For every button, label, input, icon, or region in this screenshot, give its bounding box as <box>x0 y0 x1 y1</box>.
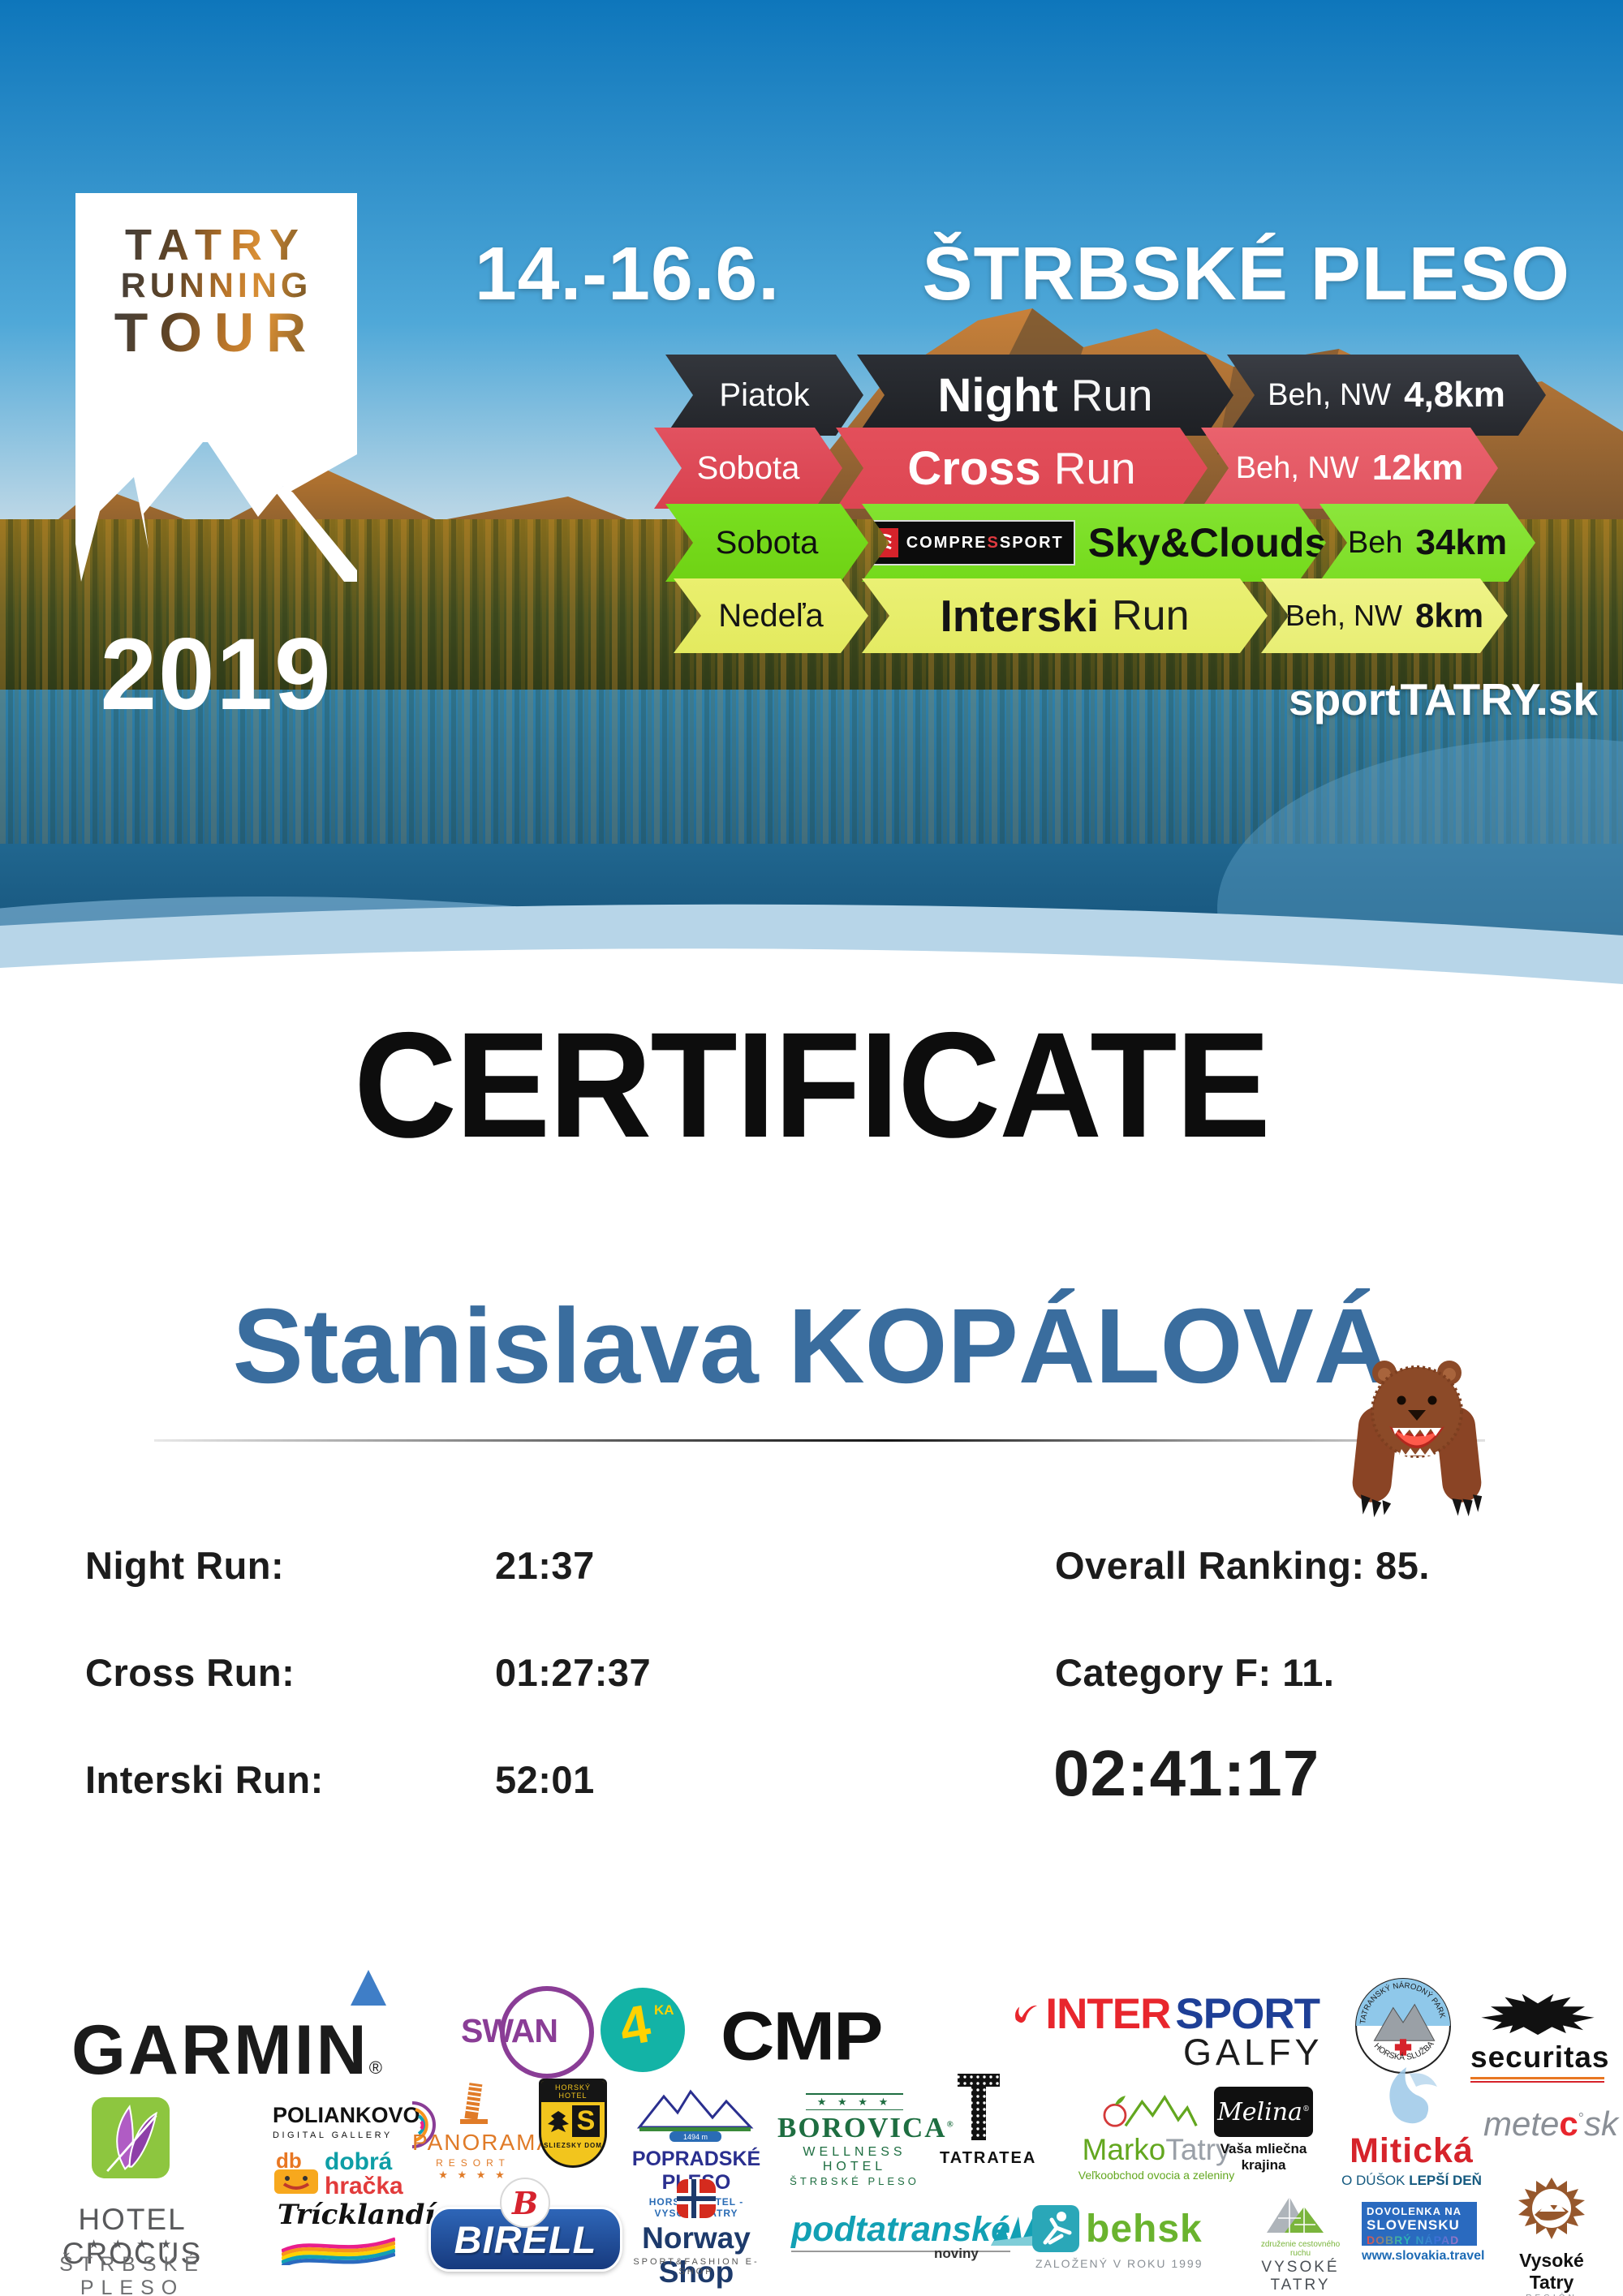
norway-flag-icon <box>677 2179 716 2218</box>
ribbon-crossrun-name: Cross Run <box>836 428 1208 509</box>
garmin-triangle-icon <box>351 1970 386 2006</box>
melina-box: Melina® <box>1214 2087 1313 2137</box>
event-location: ŠTRBSKÉ PLESO <box>922 231 1570 316</box>
podtatranske-fan-icon <box>991 2213 1035 2246</box>
behsk-runner-icon <box>1032 2205 1079 2252</box>
tatratea-t-icon <box>958 2074 1000 2140</box>
popradske-mountains-icon: 1494 m <box>636 2089 754 2142</box>
sponsor-norway-shop: Norway Shop SPORT&FASHION E-SHOP <box>623 2179 769 2289</box>
logo-word-running: RUNNING <box>120 266 312 306</box>
sponsor-tricklandia: Trícklandía <box>278 2199 453 2269</box>
result-value-night-run: 21:37 <box>495 1544 595 1587</box>
ribbon-interski-day: Nedeľa <box>674 578 868 653</box>
ribbon-interski-name: Interski Run <box>862 578 1268 653</box>
sponsor-vysoke-tatry-region: Vysoké Tatry REGIÓN www.regiontatry.sk <box>1495 2176 1608 2296</box>
certificate-title: CERTIFICATE <box>354 1002 1271 1169</box>
sponsor-poliankovo: POLIANKOVO DIGITAL GALLERY <box>273 2101 436 2148</box>
svg-text:1494 m: 1494 m <box>683 2133 708 2141</box>
logo-word-tatry: TATRY <box>125 221 308 269</box>
sponsor-garmin: GARMIN® <box>71 1970 386 2091</box>
ribbon-crossrun-day: Sobota <box>654 428 842 509</box>
total-time: 02:41:17 <box>1053 1737 1320 1809</box>
ribbon-crossrun-distance: Beh, NW 12km <box>1201 428 1498 509</box>
sponsor-marko-tatry: MarkoTatry Veľkoobchod ovocia a zeleniny <box>1039 2087 1274 2182</box>
svg-text:db: db <box>276 2150 302 2173</box>
tatry-running-tour-banner: TATRY RUNNING TOUR <box>75 193 357 442</box>
result-label-interski-run: Interski Run: <box>85 1758 324 1801</box>
curve-transition <box>0 904 1623 1018</box>
panorama-tower-icon <box>460 2083 488 2124</box>
result-label-night-run: Night Run: <box>85 1544 285 1587</box>
vt-zdruzenie-mountains-icon <box>1266 2197 1324 2233</box>
sponsor-panorama: PANORAMA RESORT ★ ★ ★ ★ <box>412 2082 552 2182</box>
sponsor-securitas: securitas <box>1470 1989 1609 2083</box>
ribbon-nightrun-day: Piatok <box>665 355 863 436</box>
sponsor-cmp: CMP <box>721 1998 883 2075</box>
sponsor-podtatranske-noviny: podtatranské noviny <box>791 2210 1035 2261</box>
sponsor-dobra-hracka: db dobrá hračka <box>273 2148 419 2199</box>
sponsor-swan: SWAN <box>461 1986 594 2079</box>
bear-mascot-icon <box>1352 1361 1483 1518</box>
result-value-cross-run: 01:27:37 <box>495 1651 652 1694</box>
sponsor-meteo: metec°sk <box>1483 2105 1618 2143</box>
tanap-emblem-icon: TATRANSKÝ NÁRODNÝ PARK HORSKÁ SLUŽBA <box>1355 1978 1451 2074</box>
logo-mountains-cutout <box>75 442 357 582</box>
dovolenka-blue-box: DOVOLENKA NA SLOVENSKU DOBRÝ NÁPAD <box>1362 2202 1477 2247</box>
miticka-water-icon <box>1388 2067 1437 2124</box>
compressport-logo: COMPRESSPORT <box>861 520 1075 565</box>
intersport-swoosh-icon <box>1014 2005 1038 2023</box>
sponsor-hotel-crocus: HOTEL CROCUS ★ ★ ★ ★ ŠTRBSKÉ PLESO <box>23 2097 242 2296</box>
sponsor-miticka: Mitická O DÚŠOK LEPŠÍ DEŇ <box>1341 2059 1483 2189</box>
poliankovo-arcs-icon <box>411 2101 436 2148</box>
logo-word-tour: TOUR <box>114 301 319 363</box>
sponsor-4ka: 4 KA <box>601 1988 685 2072</box>
sponsor-behsk: behsk ZALOŽENÝ V ROKU 1999 <box>1032 2205 1276 2278</box>
year-label: 2019 <box>100 618 333 731</box>
sponsor-tanap: TATRANSKÝ NÁRODNÝ PARK HORSKÁ SLUŽBA <box>1354 1976 1453 2079</box>
sporttatry-url[interactable]: sportTATRY.sk <box>1289 674 1598 724</box>
ribbon-skyclouds-distance: Beh 34km <box>1319 504 1535 582</box>
securitas-underline <box>1470 2077 1604 2079</box>
galfy-label: GALFY <box>1183 2032 1324 2073</box>
birell-shield: BIRELL <box>428 2207 622 2272</box>
sponsor-melina: Melina® Vaša mliečna krajina <box>1214 2087 1313 2173</box>
securitas-eagle-icon <box>1480 1993 1595 2036</box>
ribbon-skyclouds-name: COMPRESSPORT Sky&Clouds <box>862 504 1326 582</box>
result-label-cross-run: Cross Run: <box>85 1651 295 1694</box>
sponsor-vysoke-tatry-zdruzenie: združenie cestovného ruchu VYSOKÉ TATRY … <box>1250 2191 1351 2296</box>
ribbon-interski-distance: Beh, NW 8km <box>1261 578 1508 653</box>
sponsor-tatratea: TATRATEA <box>940 2074 1035 2168</box>
birell-b-emblem: B <box>500 2178 550 2228</box>
category-ranking: Category F: 11. <box>1055 1651 1335 1694</box>
hero-photo-section: TATRY RUNNING TOUR 2019 14.-16.6. ŠTRBSK… <box>0 0 1623 1018</box>
overall-ranking: Overall Ranking: 85. <box>1055 1544 1430 1587</box>
sponsor-intersport: INTER SPORT GALFY <box>1011 1989 1320 2079</box>
sponsor-horsky-hotel: HORSKÝ HOTEL S SLIEZSKY DOM <box>539 2079 607 2169</box>
ribbon-skyclouds-day: Sobota <box>665 504 868 582</box>
name-underline <box>154 1439 1485 1442</box>
ribbon-nightrun-distance: Beh, NW 4,8km <box>1227 355 1546 436</box>
vt-region-emblem-icon <box>1518 2178 1585 2239</box>
event-date-location: 14.-16.6. ŠTRBSKÉ PLESO <box>475 230 1570 317</box>
marko-apple-mountains-icon <box>1103 2094 1198 2127</box>
dobra-hracka-smiley-icon: db <box>274 2150 318 2194</box>
tricklandia-ribbon-icon <box>280 2237 396 2268</box>
sponsor-dovolenka-slovensko: DOVOLENKA NA SLOVENSKU DOBRÝ NÁPAD www.s… <box>1362 2202 1484 2264</box>
swan-ellipse-icon <box>500 1986 594 2079</box>
ribbon-nightrun-name: Night Run <box>857 355 1233 436</box>
result-value-interski-run: 52:01 <box>495 1758 595 1801</box>
athlete-name: Stanislava KOPÁLOVÁ <box>232 1286 1391 1405</box>
crocus-flower-icon <box>92 2097 170 2178</box>
securitas-underline-red <box>1470 2081 1604 2083</box>
sponsor-borovica: ★ ★ ★ ★ BOROVICA® WELLNESS HOTEL ŠTRBSKÉ… <box>777 2093 954 2187</box>
horsky-hotel-eagle-icon <box>547 2110 569 2132</box>
event-date: 14.-16.6. <box>475 231 781 316</box>
sponsor-birell: BIRELL B <box>428 2178 622 2272</box>
